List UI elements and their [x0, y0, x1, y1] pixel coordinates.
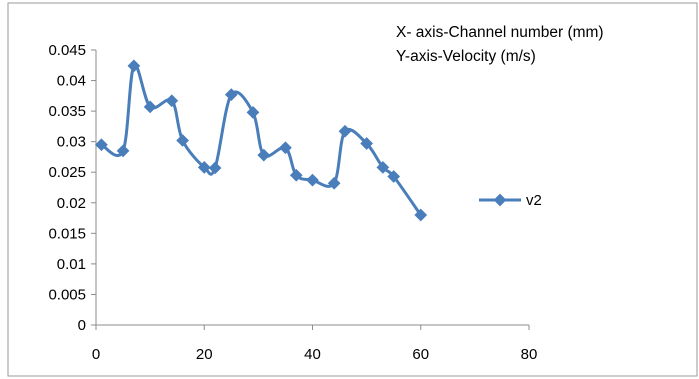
y-tick-label: 0.035: [48, 103, 86, 120]
y-tick-label: 0.03: [57, 134, 86, 151]
data-point-v2: [306, 173, 319, 187]
data-point-v2: [279, 141, 292, 155]
y-tick-label: 0.005: [48, 286, 86, 303]
y-tick-label: 0.025: [48, 164, 86, 181]
y-tick-label: 0.02: [57, 195, 86, 212]
data-point-v2: [165, 94, 179, 108]
annotation-y-axis: Y-axis-Velocity (m/s): [396, 48, 536, 65]
data-point-v2: [387, 170, 401, 183]
data-point-v2: [327, 176, 341, 190]
y-tick-label: 0.04: [57, 73, 86, 90]
data-point-v2: [116, 144, 130, 158]
legend-marker: [493, 193, 507, 207]
y-tick-label: 0.045: [48, 42, 86, 59]
y-tick-label: 0.015: [48, 225, 86, 242]
data-point-v2: [143, 100, 157, 114]
y-axis-ticks: 0 0.005 0.01 0.015 0.02 0.025 0.03 0.035 0.04 0.0…: [48, 42, 96, 334]
data-point-v2: [127, 59, 141, 73]
data-point-v2: [95, 138, 108, 152]
data-point-v2: [289, 168, 303, 182]
x-tick-label: 40: [304, 346, 321, 363]
x-tick-label: 60: [412, 346, 429, 363]
y-tick-label: 0: [78, 317, 86, 334]
annotation-x-axis: X- axis-Channel number (mm): [396, 24, 604, 41]
data-point-v2: [246, 105, 260, 119]
data-point-v2: [376, 160, 390, 174]
data-point-v2: [197, 160, 211, 174]
y-tick-label: 0.01: [57, 256, 86, 273]
data-point-v2: [176, 134, 189, 147]
x-tick-label: 80: [521, 346, 538, 363]
data-point-v2: [338, 124, 352, 138]
chart-frame: [7, 2, 698, 377]
data-point-v2: [224, 88, 238, 101]
x-tick-label: 20: [196, 346, 213, 363]
x-tick-label: 0: [92, 346, 100, 363]
data-point-v2: [208, 161, 222, 175]
legend-label-v2: v2: [526, 192, 542, 209]
data-point-v2: [414, 208, 428, 222]
series-layer: [95, 59, 428, 222]
data-point-v2: [257, 148, 271, 162]
data-point-v2: [360, 137, 373, 150]
legend: v2: [479, 192, 542, 209]
x-axis-ticks: 0 20 40 60 80: [92, 325, 538, 363]
